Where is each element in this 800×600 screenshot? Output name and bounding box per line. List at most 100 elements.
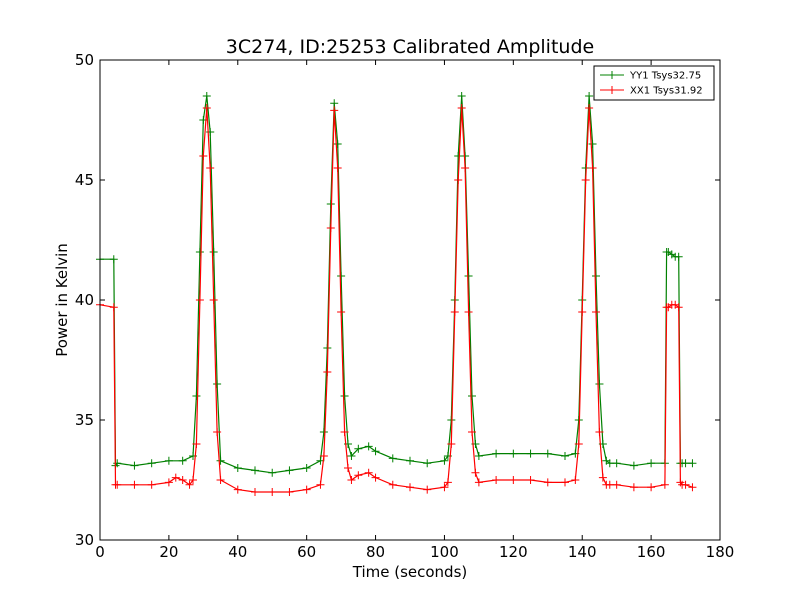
data-point xyxy=(471,468,480,477)
data-point xyxy=(333,140,342,148)
data-point xyxy=(113,459,122,468)
data-point xyxy=(585,104,594,112)
data-point xyxy=(578,308,587,316)
data-point xyxy=(688,483,697,492)
legend: YY1 Tsys32.75 XX1 Tsys31.92 xyxy=(593,65,715,101)
data-point xyxy=(647,459,656,468)
data-point xyxy=(268,468,277,477)
data-point xyxy=(354,444,363,453)
data-point xyxy=(612,480,621,489)
data-point xyxy=(423,459,432,468)
data-point xyxy=(474,478,483,487)
data-point xyxy=(268,488,277,496)
data-point xyxy=(595,380,604,388)
data-point xyxy=(178,456,187,465)
legend-marker-xx1 xyxy=(608,86,616,94)
data-point xyxy=(147,459,156,468)
data-point xyxy=(629,483,638,492)
data-point xyxy=(364,468,373,477)
data-point xyxy=(285,488,294,496)
data-point xyxy=(233,485,242,494)
data-point xyxy=(474,452,483,460)
data-point xyxy=(316,480,325,489)
data-point xyxy=(526,476,535,484)
data-point xyxy=(526,449,535,458)
data-point xyxy=(209,248,218,256)
data-point xyxy=(509,449,518,458)
data-point xyxy=(164,478,173,487)
ticks-layer: 0 20 40 60 80 100 120 140 160 180 30 35 40 45 50 xyxy=(75,51,734,561)
data-point xyxy=(330,106,339,115)
data-point xyxy=(468,428,476,436)
x-tick-label: 80 xyxy=(366,543,385,561)
data-point xyxy=(251,466,259,475)
series-layer xyxy=(96,92,697,496)
data-point xyxy=(130,461,139,470)
data-point xyxy=(588,164,597,172)
data-point xyxy=(330,99,339,108)
data-point xyxy=(423,485,432,494)
y-tick-label: 50 xyxy=(75,51,94,69)
data-point xyxy=(688,459,697,468)
legend-marker-yy1 xyxy=(608,71,616,79)
data-point xyxy=(285,466,294,475)
data-point xyxy=(192,392,201,400)
x-tick-label: 0 xyxy=(95,543,105,561)
data-point xyxy=(464,272,473,280)
legend-box xyxy=(593,65,715,101)
data-point xyxy=(326,224,335,232)
data-point xyxy=(113,480,122,489)
data-point xyxy=(192,440,201,448)
data-point xyxy=(109,255,118,264)
data-point xyxy=(543,449,552,458)
data-point xyxy=(561,478,569,487)
data-point xyxy=(464,308,473,316)
data-point xyxy=(388,454,397,463)
data-point xyxy=(347,452,356,460)
y-tick-label: 30 xyxy=(75,531,94,549)
data-point xyxy=(585,92,594,100)
x-tick-label: 20 xyxy=(159,543,178,561)
data-point xyxy=(388,480,397,489)
y-tick-label: 35 xyxy=(75,411,94,429)
data-point xyxy=(605,480,614,489)
data-point xyxy=(447,440,456,448)
data-point xyxy=(302,485,311,494)
data-point xyxy=(461,164,470,172)
data-point xyxy=(195,248,204,256)
data-point xyxy=(195,296,204,304)
legend-entry-xx1: XX1 Tsys31.92 xyxy=(600,86,703,97)
data-point xyxy=(213,428,222,436)
data-point xyxy=(185,480,194,489)
data-point xyxy=(130,480,139,489)
data-point xyxy=(333,164,342,172)
data-point xyxy=(406,483,414,492)
data-point xyxy=(337,308,346,316)
x-tick-label: 140 xyxy=(568,543,597,561)
x-tick-label: 160 xyxy=(637,543,666,561)
data-point xyxy=(337,272,346,280)
data-point xyxy=(347,476,356,484)
data-point xyxy=(216,456,225,465)
data-point xyxy=(588,140,597,148)
x-tick-label: 100 xyxy=(430,543,459,561)
data-point xyxy=(199,152,208,160)
data-point xyxy=(164,456,173,465)
x-tick-label: 120 xyxy=(499,543,528,561)
data-point xyxy=(213,380,222,388)
data-point xyxy=(595,428,604,436)
data-point xyxy=(202,92,211,100)
data-point xyxy=(323,368,332,376)
chart-title: 3C274, ID:25253 Calibrated Amplitude xyxy=(226,36,594,58)
data-point xyxy=(371,473,380,482)
legend-label-yy1: YY1 Tsys32.75 xyxy=(629,71,701,82)
data-point xyxy=(592,308,600,316)
data-point xyxy=(319,452,328,460)
data-point xyxy=(681,459,690,468)
data-point xyxy=(605,459,614,468)
data-point xyxy=(492,476,501,484)
data-point xyxy=(406,456,414,465)
data-point xyxy=(454,152,463,160)
legend-label-xx1: XX1 Tsys31.92 xyxy=(630,86,703,97)
